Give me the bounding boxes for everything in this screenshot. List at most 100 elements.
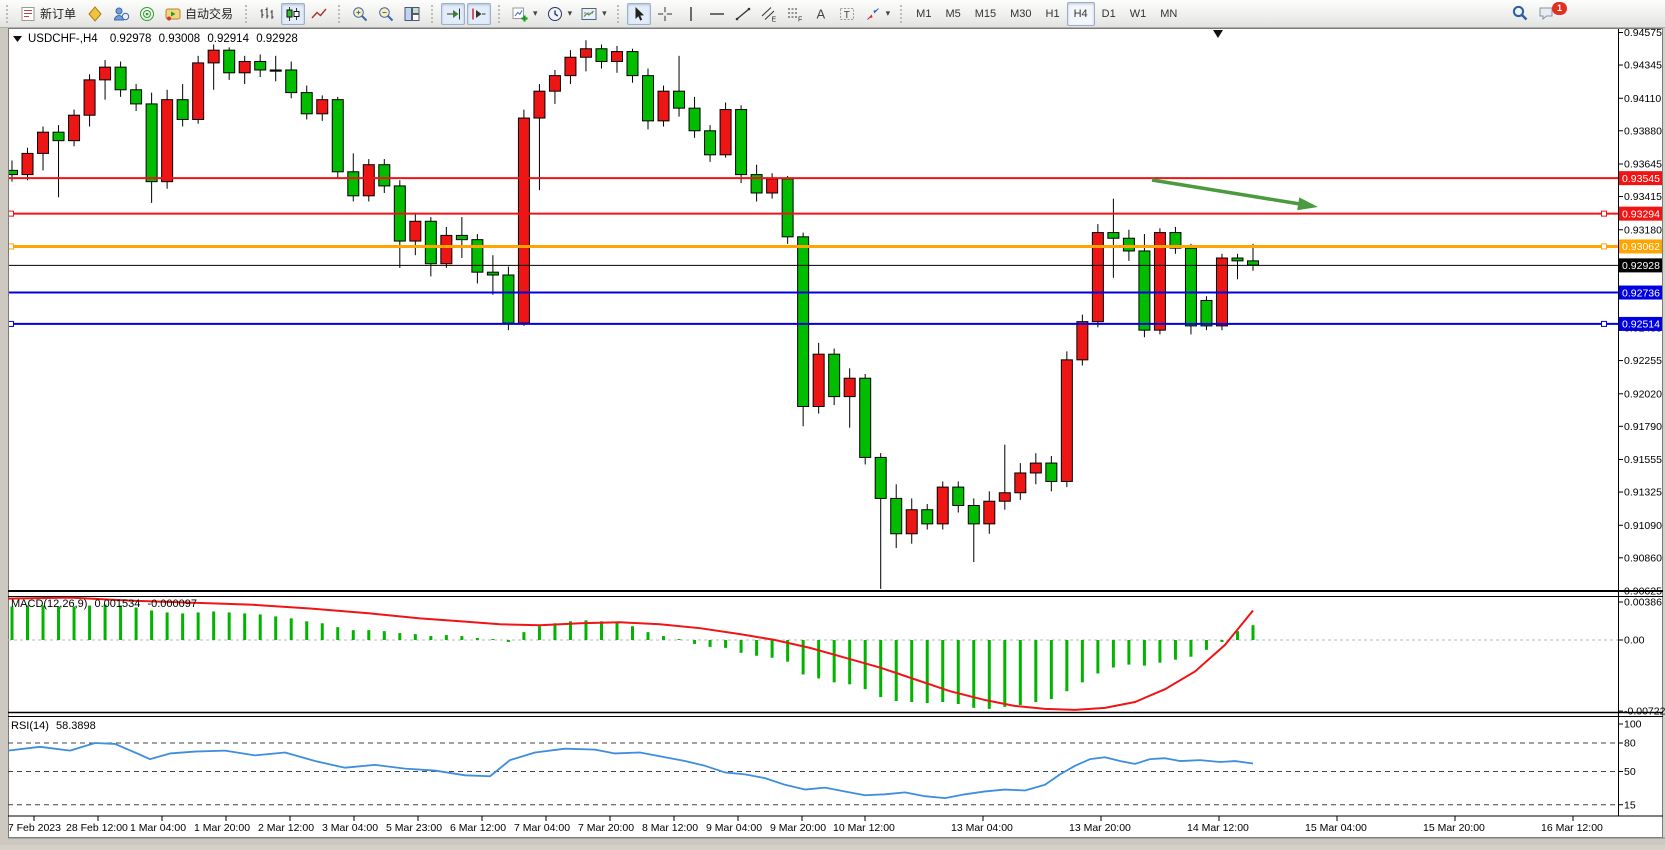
- bars-chart-button[interactable]: [255, 3, 279, 25]
- price-tag[interactable]: [1619, 285, 1663, 300]
- new-order-button[interactable]: 新订单: [16, 3, 81, 25]
- candle-body: [626, 51, 639, 77]
- price-tag-label: 0.93062: [1622, 241, 1660, 253]
- trend-line-button[interactable]: [731, 3, 755, 25]
- price-tag[interactable]: [1619, 258, 1663, 273]
- toolbar-group-chart-type: [254, 0, 332, 28]
- label-button[interactable]: T: [835, 3, 859, 25]
- tile-icon: [403, 5, 421, 23]
- auto-scroll-button[interactable]: [441, 2, 466, 25]
- candle-body: [610, 51, 623, 62]
- timeframe-d1[interactable]: D1: [1101, 7, 1116, 20]
- candle-body: [735, 109, 748, 176]
- toolbar-group-handle[interactable]: [616, 4, 622, 23]
- vertical-line-button[interactable]: [679, 3, 703, 25]
- candle-body: [1231, 257, 1244, 262]
- toolbar-group-handle[interactable]: [6, 4, 11, 23]
- candle-body: [1107, 232, 1120, 239]
- text-button[interactable]: A: [809, 3, 833, 25]
- timeframe-h4[interactable]: H4: [1066, 1, 1095, 26]
- chart-shift-button[interactable]: [467, 2, 492, 25]
- channel-button[interactable]: E: [757, 3, 781, 25]
- timeframe-m30[interactable]: M30: [1010, 7, 1032, 20]
- candle-body: [642, 75, 655, 122]
- hline-anchor[interactable]: [8, 210, 14, 217]
- timeframe-m5[interactable]: M5: [945, 7, 961, 20]
- hline-anchor[interactable]: [1601, 243, 1607, 250]
- search-button[interactable]: [1508, 2, 1532, 24]
- chart-collapse-arrow-icon[interactable]: [13, 36, 22, 42]
- zoom-in-button[interactable]: [348, 3, 372, 25]
- candles-chart-button[interactable]: [281, 2, 306, 25]
- candle-body: [440, 234, 453, 265]
- rsi-pane: 100 80 50 15: [7, 719, 1642, 811]
- hline-anchor[interactable]: [8, 243, 14, 250]
- price-tag[interactable]: [1619, 206, 1663, 221]
- candle-body: [983, 500, 996, 525]
- axes-layer: 0.94575 0.94345 0.94110 0.93880 0.93645 0.934…: [0, 27, 1665, 845]
- clock-icon: [546, 5, 564, 23]
- indicators-button[interactable]: ▾: [508, 3, 541, 25]
- price-tags-layer[interactable]: 0.93545 0.93294 0.93062 0.92928 0.92736 0.925…: [1619, 171, 1663, 331]
- toolbar-group-handle[interactable]: [498, 4, 503, 23]
- svg-text:F: F: [798, 16, 802, 23]
- chevron-down-icon[interactable]: ▾: [567, 8, 573, 18]
- timeframe-m1[interactable]: M1: [916, 7, 932, 20]
- navigator-button[interactable]: [109, 3, 133, 25]
- horizontal-line-button[interactable]: [705, 3, 729, 25]
- macd-axis-label: 0.00: [1624, 635, 1645, 647]
- toolbar-group-handle[interactable]: [900, 4, 905, 23]
- macd-pane: 0.00386 0.00 -0.007224: [7, 597, 1665, 718]
- toolbar-group-handle[interactable]: [245, 4, 250, 23]
- arrows-button[interactable]: ▾: [861, 3, 894, 25]
- chevron-down-icon[interactable]: ▾: [602, 8, 607, 18]
- auto-trading-button-label: 自动交易: [185, 7, 234, 21]
- chevron-down-icon[interactable]: ▾: [885, 8, 891, 18]
- auto-trading-button[interactable]: 自动交易: [161, 3, 238, 25]
- candle-body: [1200, 299, 1213, 327]
- fibonacci-button[interactable]: F: [783, 3, 807, 25]
- candle-body: [874, 456, 887, 499]
- candle-body: [424, 220, 437, 265]
- toolbar-group-handle[interactable]: [431, 4, 436, 23]
- trend-arrow[interactable]: [1151, 178, 1301, 206]
- line-chart-button[interactable]: [307, 3, 331, 25]
- crosshair-button[interactable]: [653, 3, 677, 25]
- x-tick-label: 8 Mar 12:00: [642, 822, 698, 834]
- chart-canvas[interactable]: 0.94575 0.94345 0.94110 0.93880 0.93645 0.934…: [0, 27, 1665, 845]
- price-tag[interactable]: [1619, 316, 1663, 331]
- price-tag[interactable]: [1619, 171, 1663, 186]
- toolbar-group-handle[interactable]: [338, 4, 343, 23]
- hline-anchor[interactable]: [8, 320, 14, 327]
- horizontal-lines-layer[interactable]: [8, 177, 1618, 327]
- tile-windows-button[interactable]: [400, 3, 424, 25]
- toolbar-right: 1: [1507, 1, 1577, 24]
- candle-body: [378, 164, 391, 187]
- timeframe-m15[interactable]: M15: [974, 7, 997, 20]
- price-tag[interactable]: [1619, 239, 1663, 254]
- annotations-layer[interactable]: [1151, 30, 1318, 211]
- y-tick-label: 0.90860: [1624, 552, 1662, 564]
- chevron-down-icon[interactable]: ▾: [533, 8, 538, 18]
- candle-body: [130, 89, 143, 105]
- hline-anchor[interactable]: [1601, 210, 1607, 217]
- cursor-button[interactable]: [626, 2, 651, 25]
- chart-background: [8, 28, 1663, 838]
- label-icon: T: [838, 5, 856, 23]
- templates-button[interactable]: ▾: [577, 3, 610, 25]
- periods-button[interactable]: ▾: [543, 3, 576, 25]
- data-feed-button[interactable]: [135, 3, 159, 25]
- chart-window[interactable]: 0.94575 0.94345 0.94110 0.93880 0.93645 0.934…: [0, 27, 1665, 845]
- market-watch-button[interactable]: [83, 3, 107, 25]
- timeframe-w1[interactable]: W1: [1129, 7, 1147, 20]
- timeframe-h1[interactable]: H1: [1045, 7, 1060, 20]
- candle-body: [1014, 472, 1027, 494]
- timeframe-mn[interactable]: MN: [1160, 7, 1178, 20]
- zoom-out-button[interactable]: [374, 3, 398, 25]
- hline-anchor[interactable]: [1601, 320, 1607, 327]
- candle-body: [1153, 232, 1166, 331]
- alerts-button[interactable]: 1: [1534, 1, 1576, 24]
- macd-axis-label: 0.00386: [1624, 597, 1662, 609]
- candle-body: [37, 131, 50, 154]
- macd-name: MACD(12,26,9): [11, 598, 87, 610]
